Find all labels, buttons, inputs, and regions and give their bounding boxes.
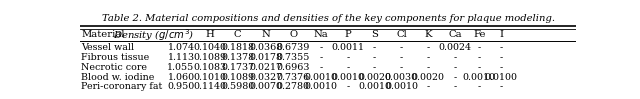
Text: Necrotic core: Necrotic core <box>81 63 147 72</box>
Text: -: - <box>453 63 456 72</box>
Text: 0.6963: 0.6963 <box>276 63 310 72</box>
Text: -: - <box>477 43 481 52</box>
Text: 0.0070: 0.0070 <box>249 82 282 91</box>
Text: O: O <box>289 30 298 39</box>
Text: 0.7355: 0.7355 <box>276 53 310 62</box>
Text: -: - <box>427 82 430 91</box>
Text: Ca: Ca <box>448 30 462 39</box>
Text: Fe: Fe <box>473 30 486 39</box>
Text: 1.074: 1.074 <box>168 43 195 52</box>
Text: 0.2780: 0.2780 <box>276 82 310 91</box>
Text: 0.1378: 0.1378 <box>221 53 254 62</box>
Text: -: - <box>477 63 481 72</box>
Text: H: H <box>205 30 214 39</box>
Text: 0.6739: 0.6739 <box>276 43 310 52</box>
Text: -: - <box>427 43 430 52</box>
Text: 0.5980: 0.5980 <box>221 82 254 91</box>
Text: 0.7376: 0.7376 <box>276 73 310 82</box>
Text: K: K <box>424 30 432 39</box>
Text: 0.0010: 0.0010 <box>463 73 496 82</box>
Text: -: - <box>346 63 349 72</box>
Text: 0.0020: 0.0020 <box>358 73 391 82</box>
Text: Material: Material <box>81 30 125 39</box>
Text: 0.950: 0.950 <box>167 82 195 91</box>
Text: Vessel wall: Vessel wall <box>81 43 134 52</box>
Text: Na: Na <box>314 30 328 39</box>
Text: -: - <box>400 43 403 52</box>
Text: 0.0010: 0.0010 <box>332 73 364 82</box>
Text: 0.0178: 0.0178 <box>249 53 282 62</box>
Text: N: N <box>261 30 270 39</box>
Text: 1.113: 1.113 <box>168 53 195 62</box>
Text: Cl: Cl <box>396 30 407 39</box>
Text: -: - <box>346 82 349 91</box>
Text: 1.060: 1.060 <box>168 73 195 82</box>
Text: 0.0327: 0.0327 <box>249 73 282 82</box>
Text: 0.1010: 0.1010 <box>193 73 227 82</box>
Text: -: - <box>453 82 456 91</box>
Text: 0.0010: 0.0010 <box>305 82 337 91</box>
Text: 0.1818: 0.1818 <box>221 43 254 52</box>
Text: 0.0010: 0.0010 <box>305 73 337 82</box>
Text: -: - <box>427 63 430 72</box>
Text: -: - <box>319 53 323 62</box>
Text: 0.1083: 0.1083 <box>193 63 227 72</box>
Text: -: - <box>477 53 481 62</box>
Text: 0.0030: 0.0030 <box>385 73 418 82</box>
Text: -: - <box>319 63 323 72</box>
Text: 0.0010: 0.0010 <box>358 82 391 91</box>
Text: Peri-coronary fat: Peri-coronary fat <box>81 82 163 91</box>
Text: Fibrous tissue: Fibrous tissue <box>81 53 149 62</box>
Text: 0.0020: 0.0020 <box>412 73 445 82</box>
Text: -: - <box>499 82 503 91</box>
Text: -: - <box>477 82 481 91</box>
Text: -: - <box>499 63 503 72</box>
Text: -: - <box>453 73 456 82</box>
Text: 0.0217: 0.0217 <box>249 63 282 72</box>
Text: Blood w. iodine: Blood w. iodine <box>81 73 154 82</box>
Text: 0.1040: 0.1040 <box>193 43 227 52</box>
Text: 0.1140: 0.1140 <box>193 82 227 91</box>
Text: 1.055: 1.055 <box>167 63 195 72</box>
Text: -: - <box>319 43 323 52</box>
Text: 0.0100: 0.0100 <box>484 73 518 82</box>
Text: Density ($g/cm^3$): Density ($g/cm^3$) <box>113 27 195 43</box>
Text: 0.1737: 0.1737 <box>221 63 254 72</box>
Text: 0.0368: 0.0368 <box>249 43 282 52</box>
Text: 0.1089: 0.1089 <box>193 53 227 62</box>
Text: 0.0024: 0.0024 <box>438 43 472 52</box>
Text: 0.0011: 0.0011 <box>332 43 364 52</box>
Text: -: - <box>427 53 430 62</box>
Text: P: P <box>344 30 351 39</box>
Text: 0.0010: 0.0010 <box>385 82 418 91</box>
Text: -: - <box>373 53 376 62</box>
Text: I: I <box>499 30 503 39</box>
Text: -: - <box>499 53 503 62</box>
Text: -: - <box>400 53 403 62</box>
Text: -: - <box>373 63 376 72</box>
Text: 0.1089: 0.1089 <box>221 73 254 82</box>
Text: S: S <box>371 30 378 39</box>
Text: -: - <box>400 63 403 72</box>
Text: -: - <box>453 53 456 62</box>
Text: -: - <box>499 43 503 52</box>
Text: -: - <box>373 43 376 52</box>
Text: -: - <box>346 53 349 62</box>
Text: C: C <box>234 30 241 39</box>
Text: Table 2. Material compositions and densities of the key components for plaque mo: Table 2. Material compositions and densi… <box>102 14 554 23</box>
